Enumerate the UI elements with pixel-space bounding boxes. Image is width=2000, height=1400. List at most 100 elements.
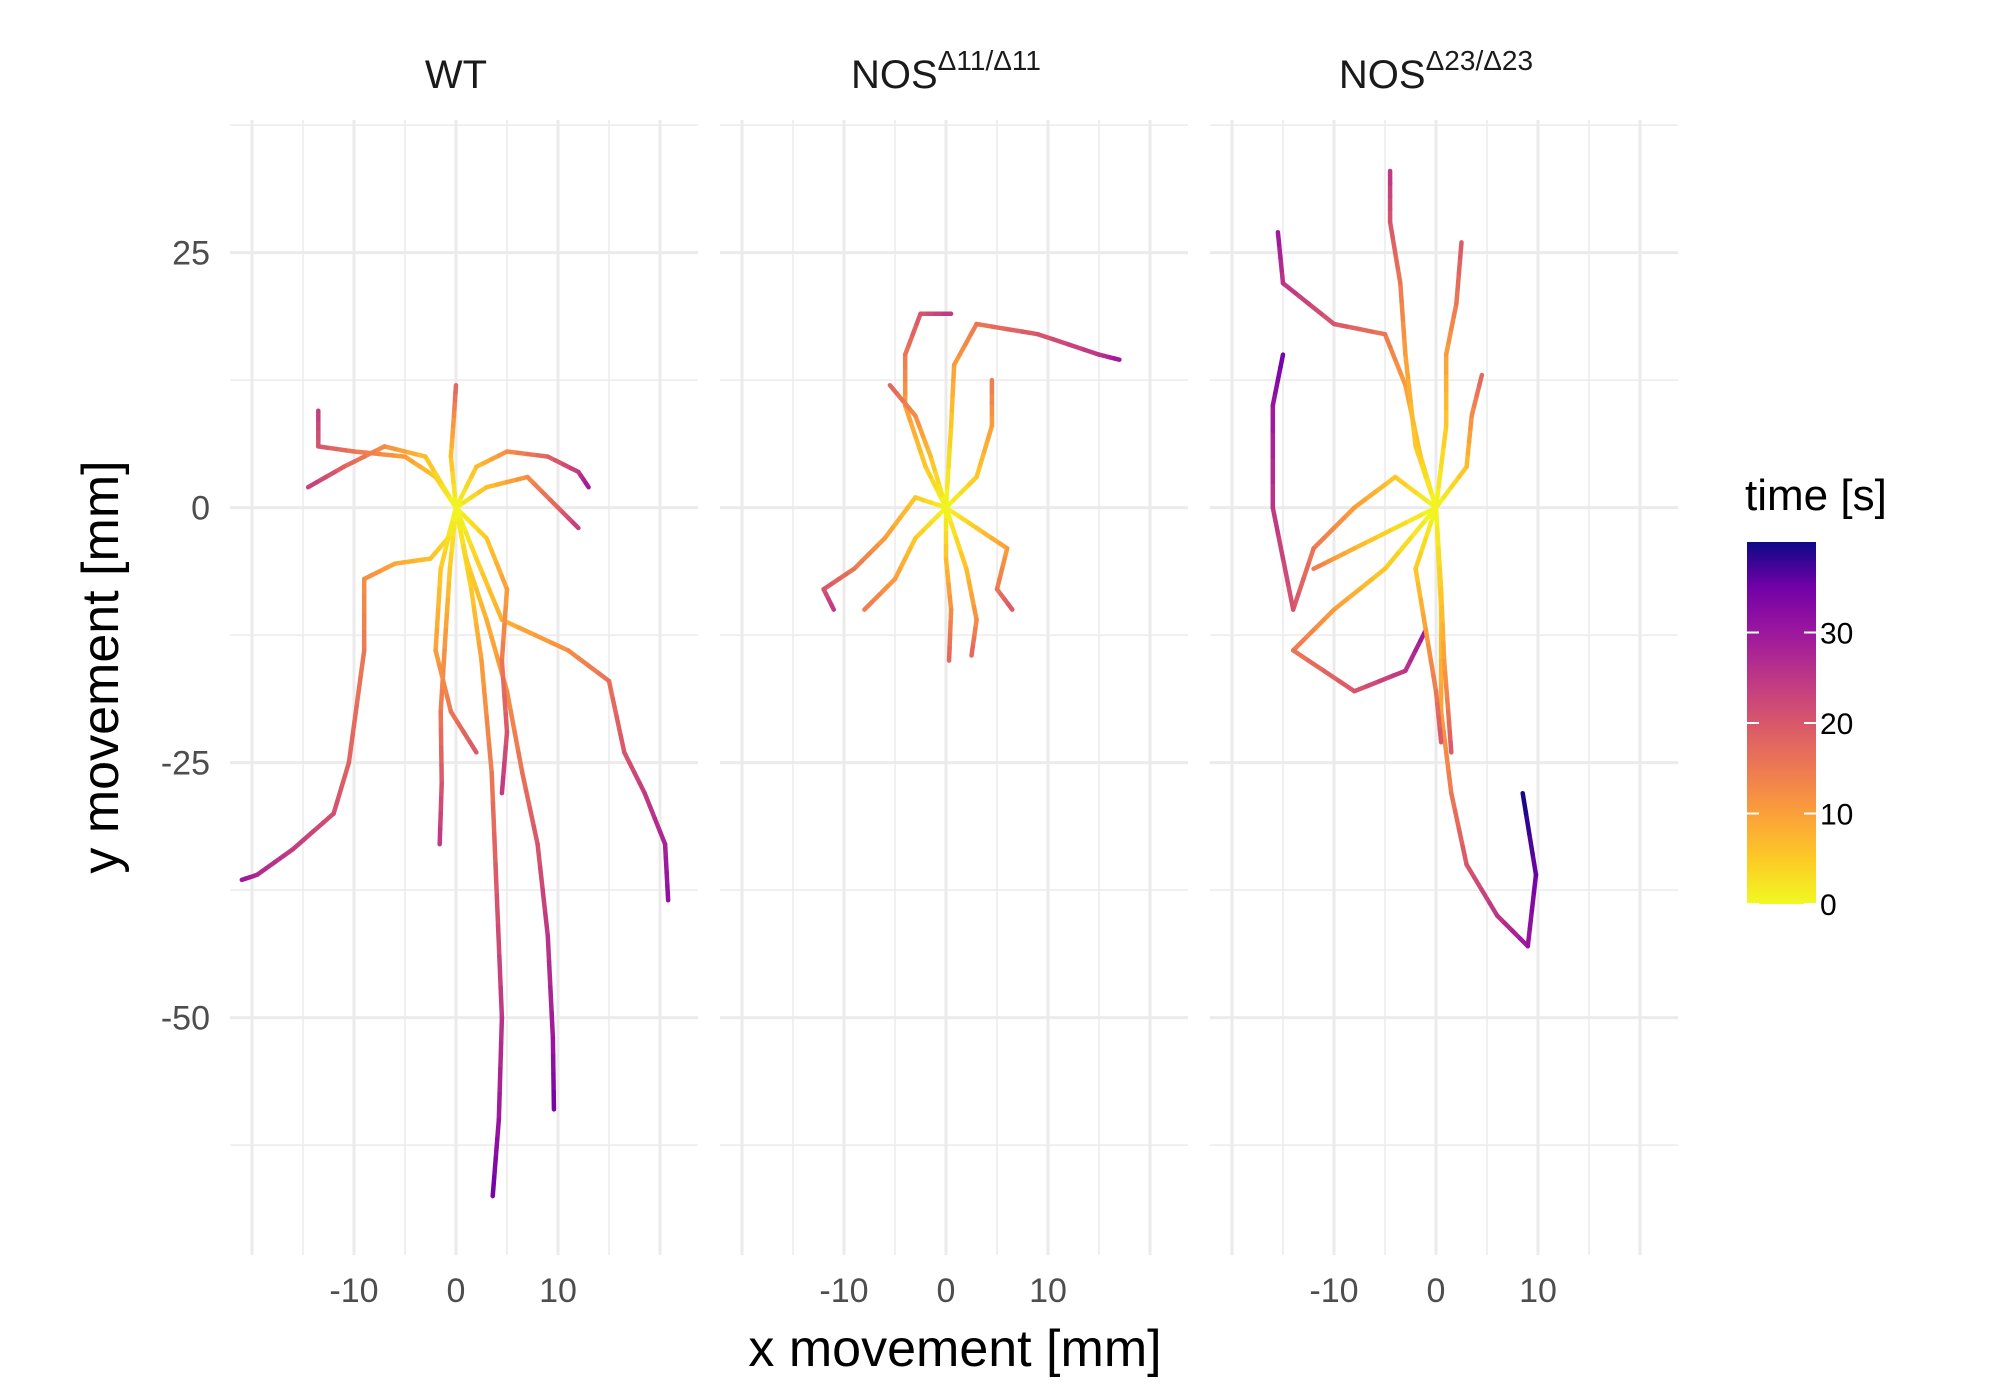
- trajectory-segment: [358, 648, 367, 681]
- trajectory-segment: [516, 625, 538, 638]
- trajectory-segment: [1357, 576, 1375, 592]
- trajectory-series: [1387, 168, 1439, 510]
- trajectory-segment: [1306, 301, 1324, 317]
- trajectory-segment: [1418, 459, 1429, 480]
- trajectory-series: [943, 377, 995, 510]
- y-axis-title: y movement [mm]: [72, 460, 130, 873]
- trajectory-segment: [1531, 872, 1539, 895]
- trajectory-segment: [1285, 581, 1296, 612]
- trajectory-segment: [537, 864, 545, 893]
- trajectory-series: [453, 505, 671, 903]
- trajectory-segment: [442, 627, 449, 653]
- trajectory-segment: [1344, 586, 1362, 602]
- trajectory-segment: [1520, 790, 1529, 816]
- trajectory-segment: [1443, 750, 1451, 776]
- trajectory-segment: [1395, 535, 1413, 556]
- trajectory-segment: [1403, 513, 1423, 526]
- trajectory-segment: [512, 729, 521, 755]
- trajectory-segment: [1278, 352, 1286, 370]
- trajectory-segment: [446, 520, 455, 541]
- trajectory-series: [453, 505, 557, 1112]
- trajectory-segment: [481, 686, 489, 719]
- trajectory-series: [453, 505, 510, 796]
- trajectory-segment: [474, 622, 482, 645]
- trajectory-segment: [1439, 604, 1445, 628]
- trajectory-segment: [571, 520, 581, 531]
- trajectory-segment: [1392, 250, 1400, 271]
- trajectory-segment: [949, 393, 955, 413]
- trajectory-segment: [1448, 739, 1454, 755]
- legend-ticks: 0 10 20 30: [1747, 618, 1853, 922]
- trajectory-segment: [346, 732, 355, 765]
- color-legend: time [s] 0 10 20 30: [1745, 471, 1887, 922]
- trajectory-segment: [476, 640, 484, 663]
- trajectory-segment: [434, 607, 441, 633]
- trajectory-segment: [829, 602, 837, 612]
- trajectory-series: [943, 505, 954, 663]
- trajectory-segment: [652, 816, 663, 834]
- trajectory-segment: [502, 694, 508, 717]
- trajectory-segment: [1270, 505, 1281, 536]
- trajectory-segment: [502, 604, 508, 628]
- trajectory-segment: [354, 676, 363, 709]
- trajectory-segment: [1280, 556, 1291, 587]
- trajectory-segment: [1399, 298, 1406, 322]
- trajectory-segment: [1352, 683, 1370, 694]
- trajectory-series: [887, 382, 949, 510]
- y-tick-label: 0: [191, 490, 210, 528]
- trajectory-segment: [1441, 423, 1449, 449]
- trajectory-series: [433, 505, 479, 755]
- trajectory-segment: [618, 732, 627, 755]
- trajectory-segment: [1405, 375, 1413, 403]
- trajectory-segment: [1431, 673, 1439, 694]
- trajectory-segment: [1438, 444, 1446, 470]
- trajectory-segment: [500, 760, 507, 781]
- trajectory-series: [1311, 505, 1439, 572]
- trajectory-segment: [498, 1015, 505, 1046]
- x-tick-label: 10: [1029, 1272, 1067, 1310]
- trajectory-segment: [1449, 790, 1458, 814]
- trajectory-segment: [1306, 546, 1316, 566]
- trajectory-segment: [1460, 844, 1469, 867]
- trajectory-series: [453, 449, 591, 510]
- trajectory-segment: [527, 806, 537, 829]
- trajectory-segment: [504, 688, 514, 714]
- trajectory-segment: [1525, 926, 1533, 949]
- trajectory-segment: [908, 418, 918, 439]
- trajectory-segment: [1401, 334, 1408, 357]
- trajectory-segment: [1400, 316, 1407, 339]
- trajectory-segment: [495, 923, 502, 959]
- trajectory-segment: [1321, 607, 1337, 623]
- trajectory-segment: [862, 599, 875, 612]
- trajectory-segment: [446, 566, 453, 587]
- trajectory-segment: [430, 467, 443, 485]
- trajectory-segment: [1441, 729, 1449, 755]
- trajectory-segment: [1311, 564, 1321, 572]
- trajectory-segment: [1311, 535, 1327, 551]
- trajectory-segment: [1428, 658, 1436, 679]
- trajectory-segment: [887, 382, 899, 396]
- trajectory-segment: [665, 884, 671, 903]
- trajectory-segment: [441, 648, 447, 674]
- legend-tick-label: 10: [1820, 799, 1853, 832]
- trajectory-segment: [438, 688, 445, 714]
- trajectory-segment: [445, 581, 452, 602]
- trajectory-segment: [1331, 597, 1349, 612]
- trajectory-series: [1290, 505, 1439, 694]
- trajectory-segment: [484, 535, 494, 554]
- trajectory-segment: [469, 543, 479, 561]
- trajectory-segment: [1436, 546, 1443, 572]
- trajectory-segment: [479, 658, 487, 691]
- trajectory-segment: [443, 612, 450, 633]
- trajectory-segment: [1410, 421, 1418, 449]
- trajectory-segment: [549, 1010, 556, 1041]
- trajectory-segment: [437, 811, 443, 832]
- trajectory-segment: [1306, 658, 1327, 674]
- trajectory-segment: [503, 586, 510, 610]
- trajectory-segment: [321, 811, 336, 825]
- trajectory-segment: [1311, 617, 1327, 633]
- trajectory-series: [862, 505, 949, 612]
- y-tick-label: -25: [161, 745, 210, 783]
- trajectory-segment: [1301, 627, 1316, 643]
